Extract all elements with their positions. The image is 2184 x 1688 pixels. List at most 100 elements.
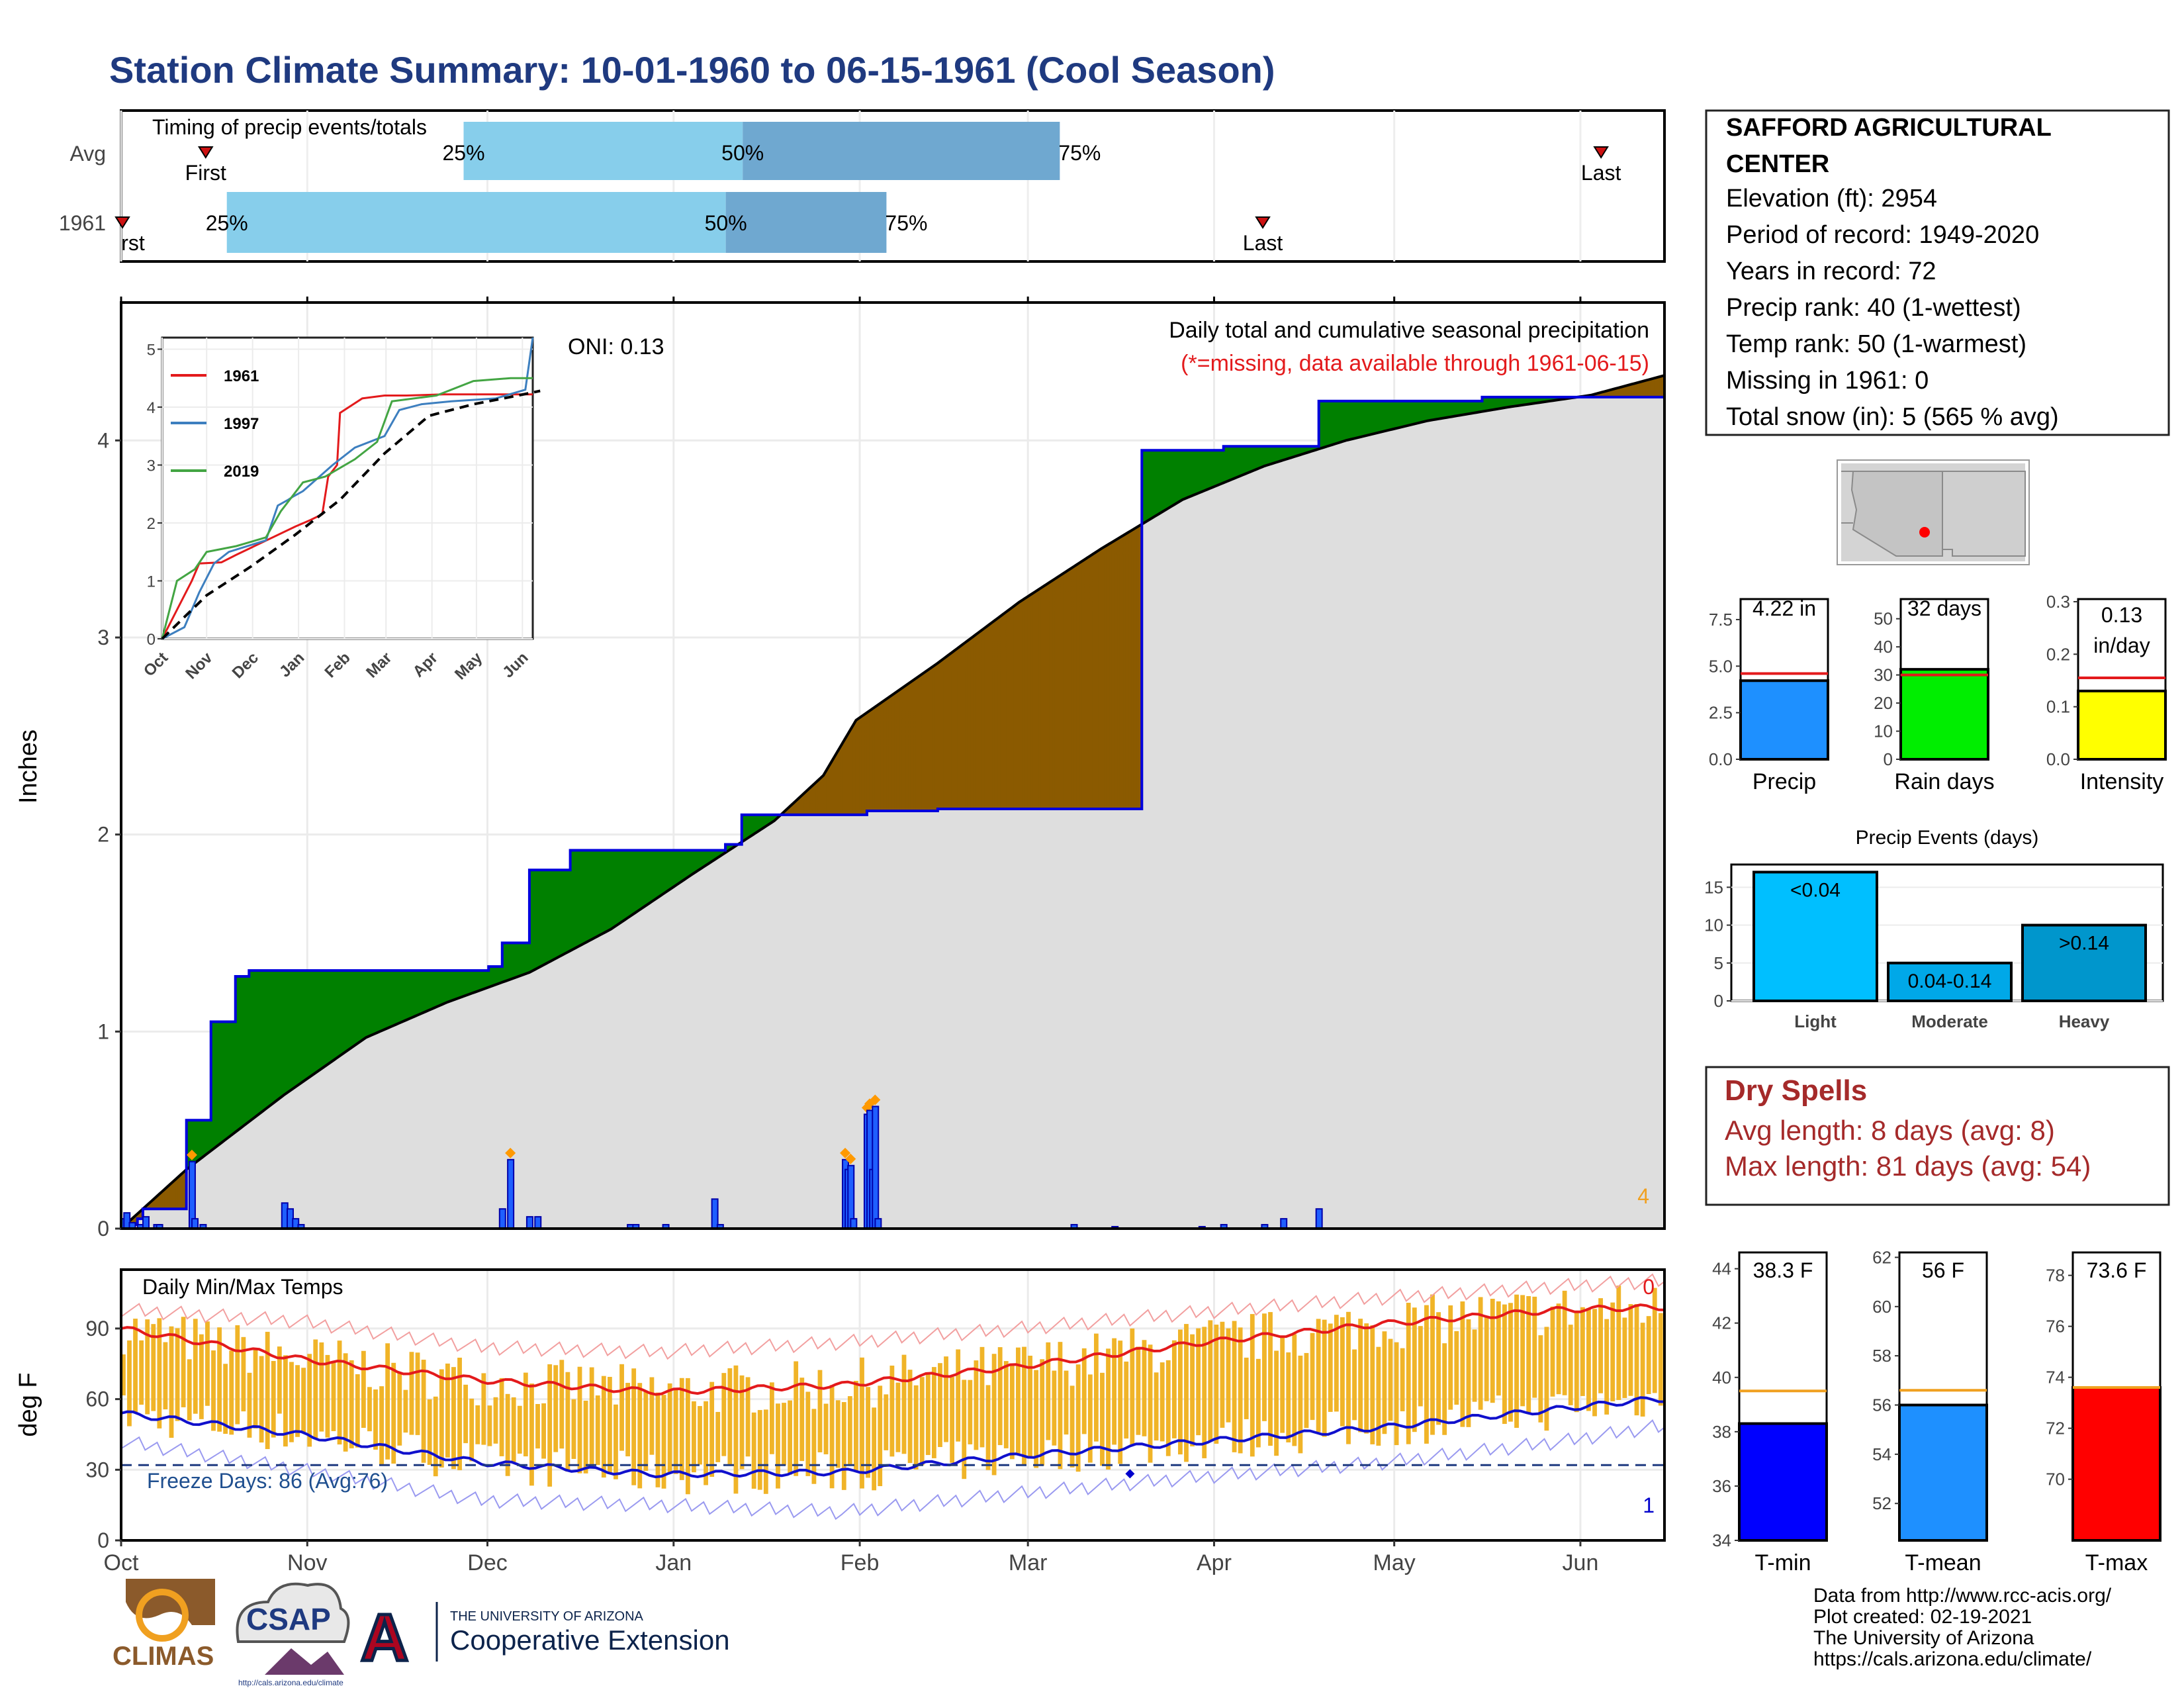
timing-bar-50-75 [725, 192, 887, 253]
daily-temp-bar [121, 1354, 126, 1396]
daily-temp-bar [1346, 1311, 1351, 1444]
timing-p75-label: 75% [885, 211, 927, 235]
footer-credits: Data from http://www.rcc-acis.org/ Plot … [1813, 1585, 2112, 1670]
daily-temp-bar [433, 1396, 438, 1477]
daily-temp-bar [841, 1402, 846, 1490]
first-event-marker [197, 146, 214, 159]
snow-marker [845, 1153, 856, 1164]
average-cumulative-area [121, 397, 1664, 1229]
temp-corner-bottom: 1 [1643, 1493, 1655, 1517]
daily-temp-bar [1190, 1334, 1195, 1447]
last-event-marker [1593, 146, 1609, 159]
daily-temp-bar [1040, 1359, 1045, 1466]
daily-temp-bar [979, 1346, 985, 1448]
daily-precip-bar [1315, 1208, 1323, 1229]
daily-temp-bar [379, 1386, 384, 1465]
daily-temp-bar [175, 1328, 180, 1421]
station-location-marker [1919, 527, 1930, 538]
daily-temp-bar [535, 1403, 540, 1449]
daily-temp-bar [133, 1319, 138, 1413]
daily-temp-bar [385, 1343, 390, 1460]
daily-temp-bar [889, 1365, 895, 1457]
mini-y-tick-label: 52 [1872, 1493, 1891, 1513]
daily-temp-bar [721, 1373, 727, 1456]
events-bar [1887, 961, 2013, 1003]
daily-temp-bar [193, 1319, 198, 1414]
daily-temp-bar [1610, 1302, 1615, 1401]
daily-temp-bar [1100, 1372, 1105, 1466]
dry-spells-title: Dry Spells [1725, 1074, 1867, 1107]
daily-temp-bar [1214, 1325, 1219, 1444]
daily-temp-bar [199, 1334, 204, 1419]
mini-y-tick-label: 74 [2046, 1368, 2065, 1387]
daily-temp-bar [1232, 1321, 1237, 1452]
daily-temp-bar [457, 1357, 462, 1470]
daily-temp-bar [505, 1393, 510, 1476]
daily-temp-bar [463, 1384, 469, 1444]
events-bar-label: >0.14 [2059, 933, 2109, 955]
daily-temp-bar [223, 1364, 228, 1434]
daily-temp-bar [1478, 1297, 1483, 1410]
daily-temp-bar [1009, 1365, 1015, 1460]
daily-temp-bar [283, 1355, 288, 1447]
mini-y-tick-label: 0.0 [1709, 749, 1733, 769]
first-event-label: rst [121, 231, 145, 255]
first-event-label: First [185, 161, 226, 185]
daily-temp-bar [1069, 1385, 1075, 1468]
daily-temp-bar [1178, 1329, 1183, 1455]
mini-y-tick-label: 70 [2046, 1470, 2065, 1489]
first-event-marker [114, 216, 130, 229]
daily-temp-bar [1286, 1352, 1291, 1442]
university-of-arizona-logo: A THE UNIVERSITY OF ARIZONA Cooperative … [359, 1599, 730, 1677]
daily-temp-bar [878, 1385, 883, 1487]
oni-label: ONI: 0.13 [568, 334, 664, 359]
daily-precip-bar [874, 1218, 882, 1230]
daily-temp-bar [1316, 1319, 1321, 1432]
inset-y-tick-label: 2 [147, 515, 156, 533]
daily-temp-bar [782, 1403, 786, 1466]
daily-temp-bar [583, 1400, 588, 1474]
daily-temp-bar [1496, 1301, 1501, 1396]
temperature-panel: Daily Min/Max Temps Freeze Days: 86 (Avg… [15, 1268, 1666, 1575]
mini-y-tick-label: 0.2 [2046, 644, 2070, 664]
daily-temp-bar [1544, 1327, 1549, 1431]
daily-temp-bar [1220, 1321, 1225, 1428]
csap-url: http://cals.arizona.edu/climate [238, 1678, 343, 1687]
daily-temp-bar [1298, 1355, 1303, 1454]
daily-temp-bar [997, 1347, 1003, 1446]
daily-temp-bar [493, 1397, 498, 1444]
events-y-tick-label: 10 [1704, 915, 1723, 935]
daily-temp-bar [1064, 1370, 1069, 1435]
mini-y-tick-label: 38 [1712, 1422, 1731, 1442]
daily-temp-bar [1406, 1303, 1411, 1444]
daily-temp-bar [397, 1372, 402, 1446]
daily-temp-bar [1640, 1323, 1645, 1417]
daily-temp-bar [823, 1403, 829, 1454]
daily-temp-bar [361, 1350, 366, 1429]
inset-series-1997 [161, 337, 534, 640]
daily-precip-bar [850, 1218, 858, 1230]
daily-temp-bar [487, 1405, 492, 1446]
timing-panel: Timing of precip events/totals Avg 1961 … [59, 109, 1666, 303]
daily-temp-bar [925, 1372, 931, 1456]
daily-temp-bar [1322, 1319, 1327, 1437]
events-chart-title: Precip Events (days) [1856, 827, 2039, 849]
daily-temp-bar [1171, 1340, 1177, 1438]
daily-temp-bar [1268, 1312, 1273, 1446]
daily-temp-bar [499, 1378, 504, 1456]
daily-temp-bar [1568, 1325, 1573, 1405]
daily-temp-bar [307, 1354, 312, 1447]
daily-temp-bar [1352, 1349, 1357, 1421]
mini-chart-precip: 0.0 2.5 5.0 7.5 4.22 in Precip [1709, 596, 1829, 794]
daily-temp-bar [1388, 1338, 1393, 1421]
mini-y-tick-label: 5.0 [1709, 656, 1733, 676]
mini-y-tick-label: 40 [1712, 1368, 1731, 1387]
daily-temp-bar [313, 1339, 318, 1438]
daily-temp-bar [692, 1401, 696, 1473]
csap-mountain [265, 1648, 344, 1675]
daily-temp-bar [1364, 1323, 1369, 1434]
daily-precip-bar [507, 1158, 515, 1229]
daily-temp-bar [1255, 1358, 1261, 1448]
missing-note: (*=missing, data available through 1961-… [1181, 351, 1649, 376]
precip-corner-count: 4 [1637, 1184, 1649, 1208]
